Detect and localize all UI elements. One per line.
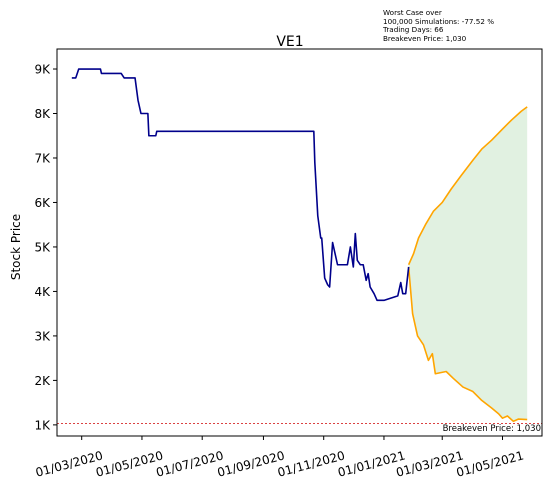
y-tick-label: 3K [34,329,51,343]
simulation-lower-line [407,266,528,423]
x-tick-label: 01/03/2020 [34,448,104,479]
y-tick-label: 4K [34,285,51,299]
y-tick-label: 7K [34,151,51,165]
breakeven-label: Breakeven Price: 1,030 [443,424,541,434]
note-line-2: 100,000 Simulations: -77.52 % [383,16,495,26]
chart-title: VE1 [276,34,303,50]
y-axis-ticks: 1K 2K 3K 4K 5K 6K 7K 8K 9K [34,63,57,432]
price-history-line [71,68,410,302]
plot-frame [56,48,543,437]
x-tick-label: 01/03/2021 [395,448,465,479]
x-tick-label: 01/05/2021 [455,448,525,479]
y-tick-label: 6K [34,196,51,210]
simulation-upper-line [407,106,528,266]
simulation-range-band [408,106,528,422]
simulation-band-area [408,106,528,422]
x-tick-label: 01/07/2020 [155,448,225,479]
note-line-3: Trading Days: 66 [383,25,444,35]
y-tick-label: 9K [34,63,51,77]
x-tick-label: 01/05/2020 [94,448,164,479]
y-axis-label: Stock Price [9,214,23,280]
y-tick-label: 2K [34,374,51,388]
y-tick-label: 5K [34,240,51,254]
y-tick-label: 1K [34,418,51,432]
simulation-summary-note: Worst Case over 100,000 Simulations: -77… [383,8,495,43]
y-tick-label: 8K [34,107,51,121]
x-tick-label: 01/11/2020 [276,448,346,479]
x-tick-label: 01/09/2020 [216,448,286,479]
note-line-4: Breakeven Price: 1,030 [383,33,467,43]
x-axis-ticks: 01/03/202001/05/202001/07/202001/09/2020… [34,436,525,480]
series-lines [71,68,528,423]
note-line-1: Worst Case over [383,8,442,17]
